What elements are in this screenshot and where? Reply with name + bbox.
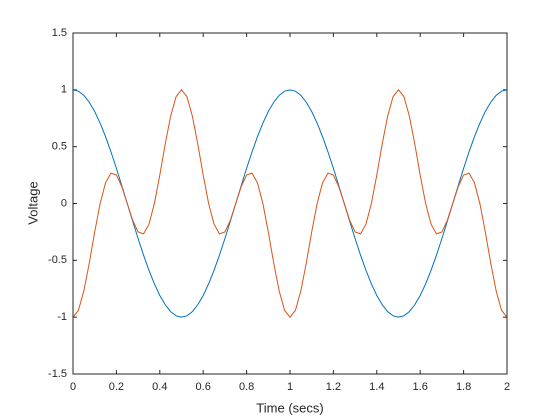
- x-tick-label: 0.4: [152, 381, 167, 393]
- data-line: [72, 89, 508, 318]
- data-line: [72, 89, 508, 318]
- x-tick-label: 1.8: [456, 381, 471, 393]
- x-tick-label: 0.2: [109, 381, 124, 393]
- x-tick-label: 1.4: [369, 381, 384, 393]
- plot-area: [73, 33, 507, 374]
- axes-box: [72, 32, 508, 375]
- y-tick-label: 0: [61, 197, 67, 209]
- y-tick-label: -1.5: [48, 368, 67, 380]
- x-tick-label: 1.2: [326, 381, 341, 393]
- x-tick-label: 1.6: [413, 381, 428, 393]
- x-tick-label: 1: [287, 381, 293, 393]
- y-axis-label: Voltage: [25, 181, 40, 224]
- y-tick-label: 1.5: [52, 27, 67, 39]
- x-tick-label: 0.6: [196, 381, 211, 393]
- x-axis-label: Time (secs): [256, 400, 323, 415]
- y-tick-label: 1: [61, 84, 67, 96]
- y-tick-label: 0.5: [52, 141, 67, 153]
- x-tick-label: 0: [70, 381, 76, 393]
- y-tick-label: -1: [57, 311, 67, 323]
- x-tick-label: 0.8: [239, 381, 254, 393]
- y-tick-label: -0.5: [48, 254, 67, 266]
- x-tick-label: 2: [504, 381, 510, 393]
